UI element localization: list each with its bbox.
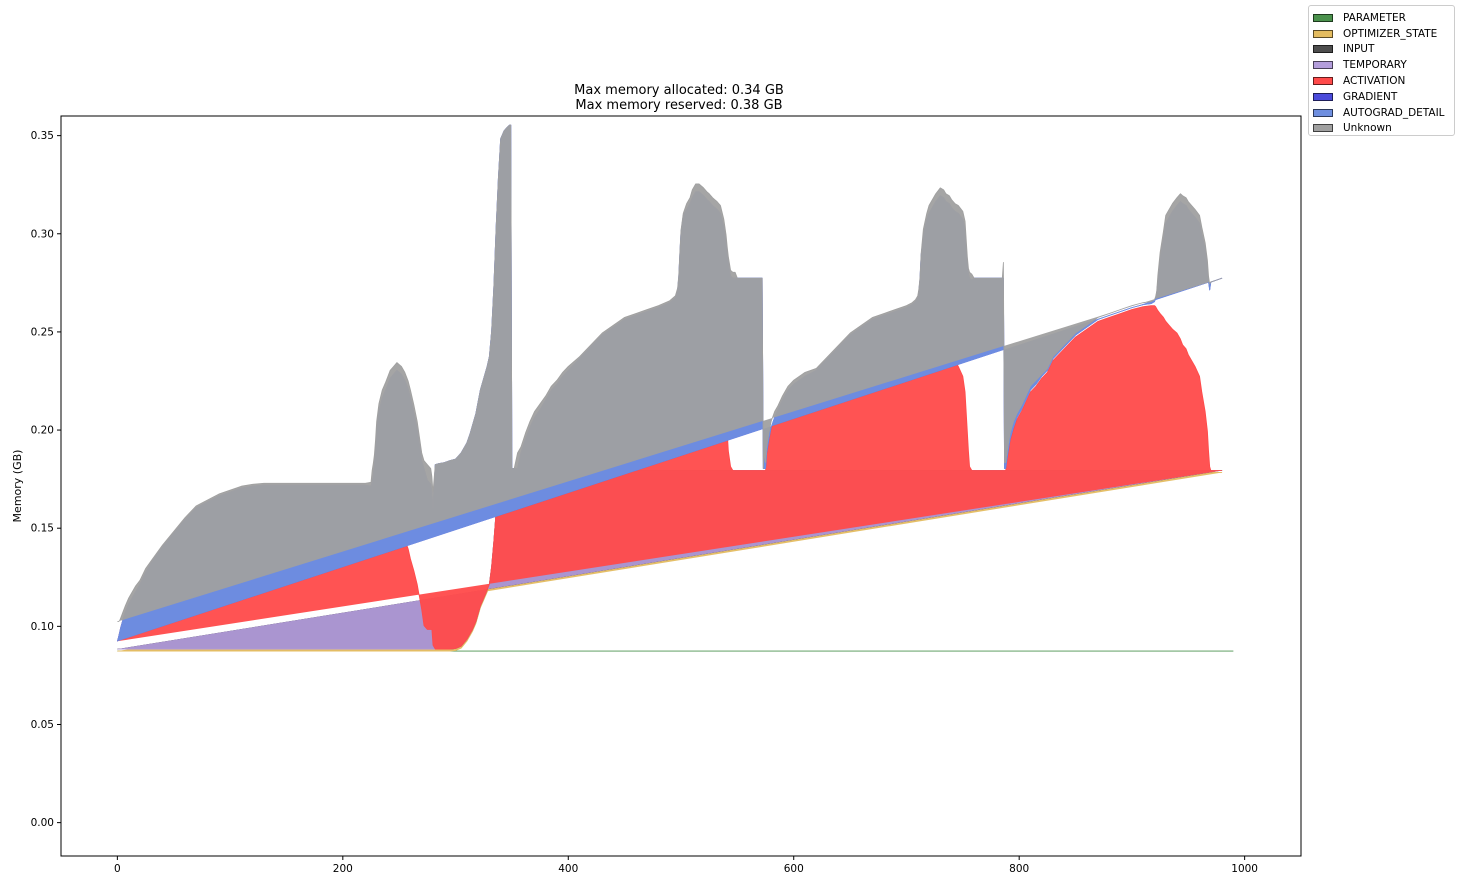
x-tick-label: 0 (114, 863, 121, 875)
legend-item: AUTOGRAD_DETAIL (1313, 105, 1454, 121)
legend-swatch (1313, 13, 1333, 22)
legend-label: GRADIENT (1343, 90, 1398, 103)
legend-swatch (1313, 77, 1333, 86)
legend-label: PARAMETER (1343, 11, 1406, 24)
chart-legend: PARAMETER OPTIMIZER_STATE INPUT TEMPORARY AC… (1308, 5, 1455, 136)
legend-label: INPUT (1343, 43, 1375, 56)
legend-swatch (1313, 61, 1333, 70)
legend-label: AUTOGRAD_DETAIL (1343, 106, 1445, 119)
y-tick-label: 0.15 (31, 523, 54, 535)
legend-item: OPTIMIZER_STATE (1313, 26, 1454, 42)
y-axis-label: Memory (GB) (11, 450, 24, 523)
x-tick-label: 400 (558, 863, 578, 875)
legend-label: ACTIVATION (1343, 75, 1406, 88)
x-tick-label: 600 (784, 863, 804, 875)
x-tick-label: 200 (333, 863, 353, 875)
x-tick-label: 1000 (1231, 863, 1258, 875)
x-tick-label: 800 (1009, 863, 1029, 875)
legend-swatch (1313, 92, 1333, 101)
x-axis-label: Time (us) (654, 877, 707, 879)
legend-swatch (1313, 45, 1333, 54)
legend-swatch (1313, 124, 1333, 133)
y-tick-label: 0.35 (31, 130, 54, 142)
legend-label: TEMPORARY (1343, 59, 1407, 72)
legend-label: Unknown (1343, 122, 1392, 135)
legend-item: INPUT (1313, 42, 1454, 58)
y-tick-label: 0.05 (31, 719, 54, 731)
legend-item: PARAMETER (1313, 10, 1454, 26)
chart-title-line-2: Max memory reserved: 0.38 GB (575, 98, 783, 113)
y-tick-label: 0.20 (31, 425, 54, 437)
chart-title-line-1: Max memory allocated: 0.34 GB (574, 83, 784, 98)
plot-frame (60, 115, 1302, 857)
y-tick-label: 0.10 (31, 621, 54, 633)
legend-item: GRADIENT (1313, 89, 1454, 105)
legend-item: TEMPORARY (1313, 57, 1454, 73)
y-tick-label: 0.25 (31, 326, 54, 338)
series-area-unknown (117, 124, 1223, 623)
legend-label: OPTIMIZER_STATE (1343, 27, 1438, 40)
series-areas (116, 124, 1234, 652)
legend-item: Unknown (1313, 121, 1454, 137)
legend-swatch (1313, 29, 1333, 38)
y-tick-label: 0.00 (31, 817, 54, 829)
legend-swatch (1313, 108, 1333, 117)
y-tick-label: 0.30 (31, 228, 54, 240)
legend-item: ACTIVATION (1313, 73, 1454, 89)
